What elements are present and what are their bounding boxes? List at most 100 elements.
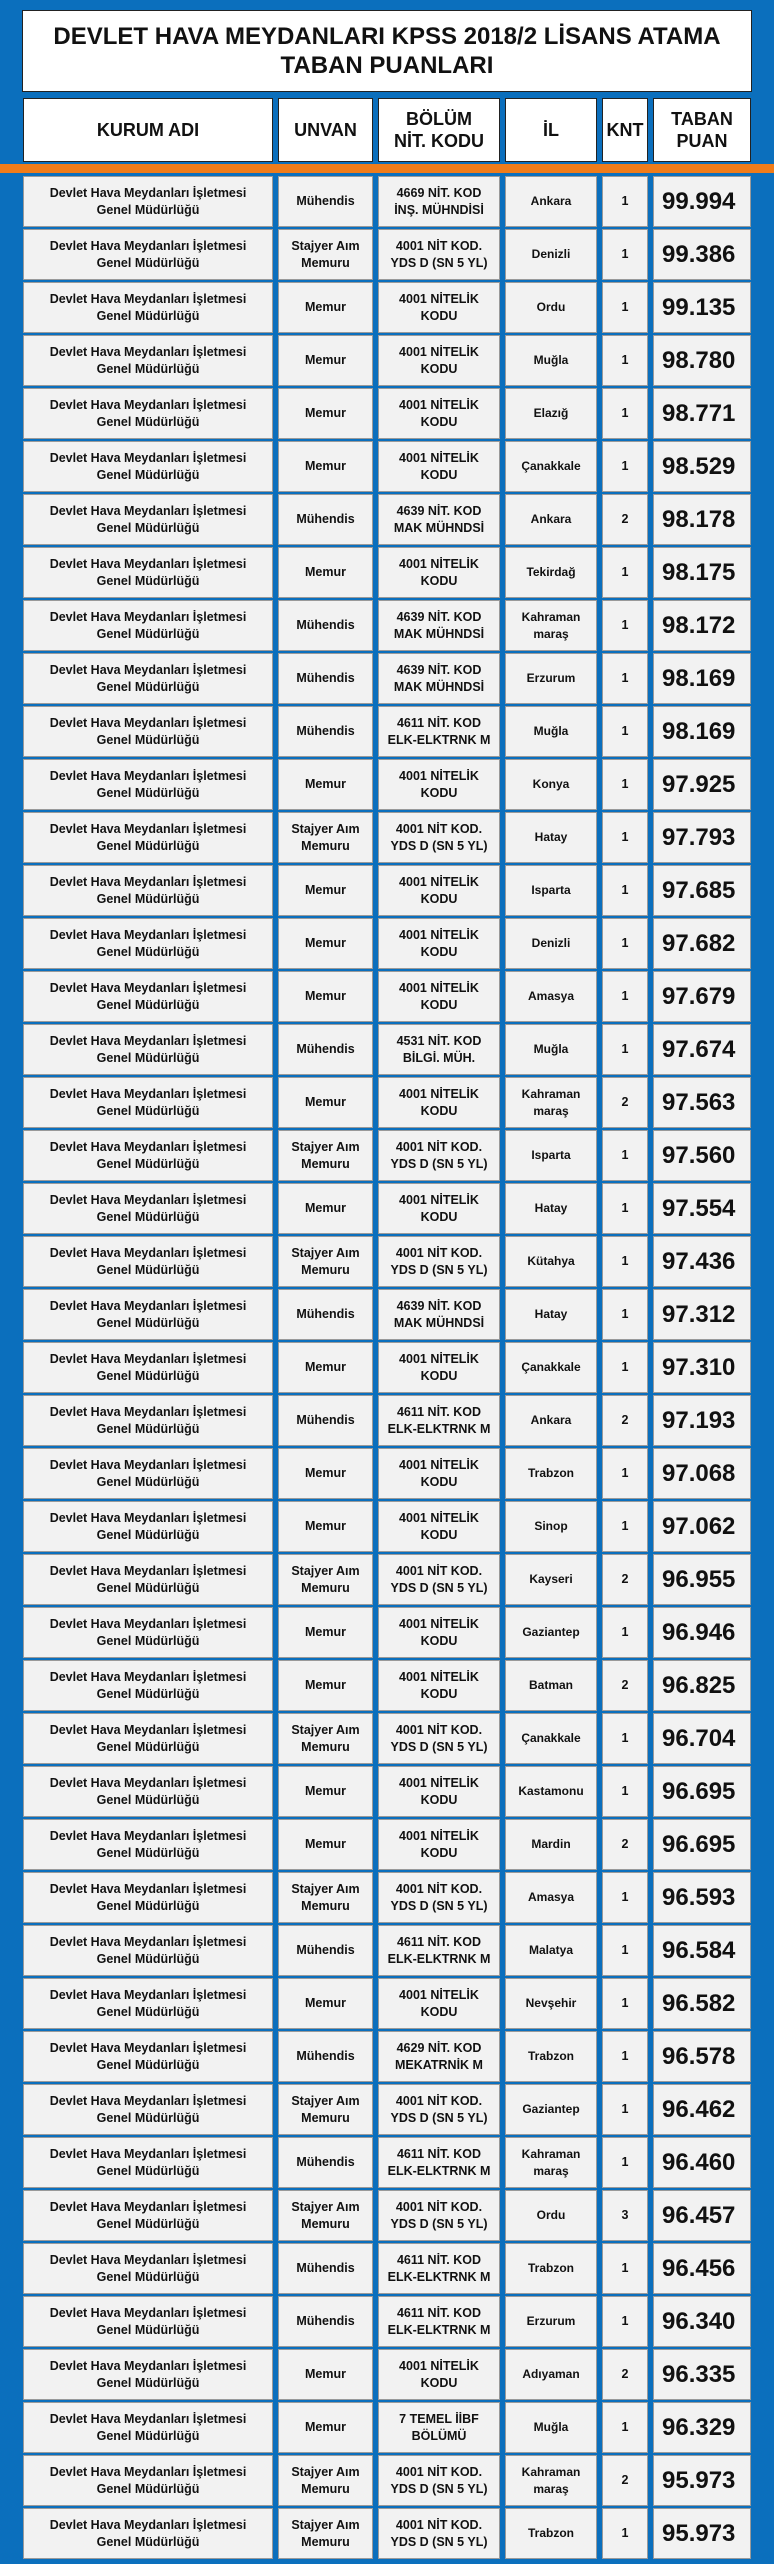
kurum-cell: Devlet Hava Meydanları İşletmesi Genel M… [23,2243,273,2294]
il-cell: Muğla [505,335,597,386]
bolum-cell: 4001 NİTELİK KODU [378,1978,500,2029]
knt-cell: 1 [602,335,648,386]
bolum-cell: 4001 NİTELİK KODU [378,335,500,386]
unvan-cell: Memur [278,1607,373,1658]
bolum-cell: 4001 NİT KOD. YDS D (SN 5 YL) [378,2455,500,2506]
kurum-cell: Devlet Hava Meydanları İşletmesi Genel M… [23,2349,273,2400]
bolum-cell: 4001 NİTELİK KODU [378,2349,500,2400]
puan-cell: 97.674 [653,1024,751,1075]
kurum-cell: Devlet Hava Meydanları İşletmesi Genel M… [23,494,273,545]
puan-cell: 96.335 [653,2349,751,2400]
unvan-cell: Mühendis [278,2296,373,2347]
kurum-cell: Devlet Hava Meydanları İşletmesi Genel M… [23,1660,273,1711]
knt-cell: 1 [602,706,648,757]
kurum-cell: Devlet Hava Meydanları İşletmesi Genel M… [23,812,273,863]
bolum-cell: 4001 NİT KOD. YDS D (SN 5 YL) [378,1130,500,1181]
unvan-cell: Memur [278,918,373,969]
bolum-cell: 4531 NİT. KOD BİLGİ. MÜH. [378,1024,500,1075]
bolum-cell: 4001 NİTELİK KODU [378,918,500,969]
kurum-cell: Devlet Hava Meydanları İşletmesi Genel M… [23,1607,273,1658]
il-cell: Trabzon [505,2031,597,2082]
puan-cell: 95.973 [653,2455,751,2506]
unvan-cell: Mühendis [278,1024,373,1075]
puan-cell: 97.682 [653,918,751,969]
knt-cell: 2 [602,2349,648,2400]
kurum-cell: Devlet Hava Meydanları İşletmesi Genel M… [23,335,273,386]
knt-cell: 1 [602,2508,648,2559]
knt-cell: 1 [602,1713,648,1764]
il-cell: Batman [505,1660,597,1711]
puan-cell: 99.386 [653,229,751,280]
bolum-cell: 4001 NİT KOD. YDS D (SN 5 YL) [378,2084,500,2135]
bolum-cell: 4001 NİTELİK KODU [378,388,500,439]
il-cell: Gaziantep [505,1607,597,1658]
puan-cell: 98.169 [653,706,751,757]
unvan-cell: Memur [278,1077,373,1128]
knt-cell: 2 [602,1395,648,1446]
knt-cell: 1 [602,759,648,810]
kurum-cell: Devlet Hava Meydanları İşletmesi Genel M… [23,2190,273,2241]
bolum-cell: 4611 NİT. KOD ELK-ELKTRNK M [378,2243,500,2294]
page-title: DEVLET HAVA MEYDANLARI KPSS 2018/2 LİSAN… [22,10,752,92]
bolum-cell: 4639 NİT. KOD MAK MÜHNDSİ [378,653,500,704]
il-cell: Sinop [505,1501,597,1552]
il-cell: Ankara [505,494,597,545]
il-cell: Kahraman maraş [505,1077,597,1128]
divider-bar [0,164,774,173]
kurum-cell: Devlet Hava Meydanları İşletmesi Genel M… [23,229,273,280]
bolum-cell: 4001 NİTELİK KODU [378,1819,500,1870]
unvan-cell: Stajyer Aım Memuru [278,2455,373,2506]
unvan-cell: Stajyer Aım Memuru [278,1236,373,1287]
il-cell: Ankara [505,176,597,227]
kurum-cell: Devlet Hava Meydanları İşletmesi Genel M… [23,282,273,333]
kurum-cell: Devlet Hava Meydanları İşletmesi Genel M… [23,176,273,227]
bolum-cell: 4001 NİTELİK KODU [378,1501,500,1552]
puan-cell: 97.312 [653,1289,751,1340]
bolum-cell: 4669 NİT. KOD İNŞ. MÜHNDİSİ [378,176,500,227]
il-cell: Kahraman maraş [505,600,597,651]
knt-cell: 1 [602,653,648,704]
unvan-cell: Memur [278,759,373,810]
knt-cell: 2 [602,2455,648,2506]
il-cell: Muğla [505,1024,597,1075]
il-cell: Denizli [505,918,597,969]
il-cell: Isparta [505,865,597,916]
puan-cell: 97.193 [653,1395,751,1446]
bolum-cell: 4001 NİTELİK KODU [378,1077,500,1128]
unvan-cell: Memur [278,971,373,1022]
bolum-cell: 4629 NİT. KOD MEKATRNİK M [378,2031,500,2082]
bolum-cell: 4001 NİTELİK KODU [378,1766,500,1817]
kurum-cell: Devlet Hava Meydanları İşletmesi Genel M… [23,1289,273,1340]
kurum-cell: Devlet Hava Meydanları İşletmesi Genel M… [23,600,273,651]
unvan-cell: Mühendis [278,1395,373,1446]
knt-cell: 2 [602,494,648,545]
puan-cell: 96.946 [653,1607,751,1658]
kurum-cell: Devlet Hava Meydanları İşletmesi Genel M… [23,2031,273,2082]
bolum-cell: 4001 NİTELİK KODU [378,1448,500,1499]
puan-cell: 96.955 [653,1554,751,1605]
header-cell: İL [505,98,597,162]
kurum-cell: Devlet Hava Meydanları İşletmesi Genel M… [23,1501,273,1552]
il-cell: Amasya [505,971,597,1022]
knt-cell: 1 [602,2031,648,2082]
il-cell: Adıyaman [505,2349,597,2400]
il-cell: Isparta [505,1130,597,1181]
kurum-cell: Devlet Hava Meydanları İşletmesi Genel M… [23,865,273,916]
puan-cell: 98.780 [653,335,751,386]
bolum-cell: 4001 NİT KOD. YDS D (SN 5 YL) [378,1713,500,1764]
unvan-cell: Memur [278,1342,373,1393]
unvan-cell: Stajyer Aım Memuru [278,2508,373,2559]
il-cell: Muğla [505,2402,597,2453]
puan-cell: 98.172 [653,600,751,651]
il-cell: Gaziantep [505,2084,597,2135]
puan-cell: 97.679 [653,971,751,1022]
il-cell: Muğla [505,706,597,757]
unvan-cell: Mühendis [278,653,373,704]
puan-cell: 97.925 [653,759,751,810]
knt-cell: 1 [602,1501,648,1552]
kurum-cell: Devlet Hava Meydanları İşletmesi Genel M… [23,441,273,492]
puan-cell: 96.456 [653,2243,751,2294]
il-cell: Elazığ [505,388,597,439]
bolum-cell: 4001 NİTELİK KODU [378,1607,500,1658]
unvan-cell: Memur [278,865,373,916]
